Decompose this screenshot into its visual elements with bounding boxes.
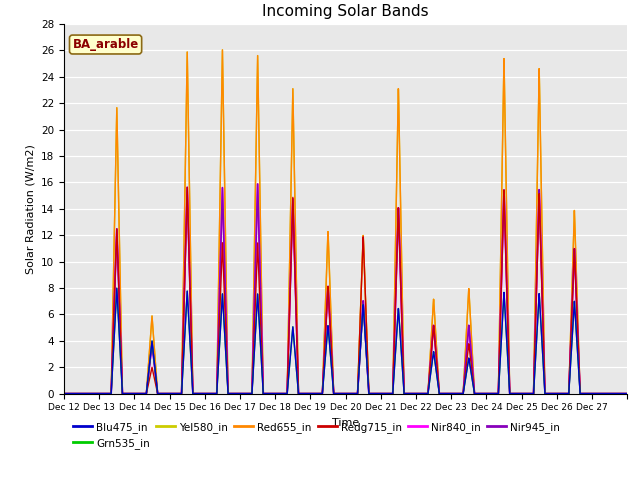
- Blu475_in: [113, 285, 121, 291]
- Nir945_in: [177, 391, 184, 396]
- Blu475_in: [623, 391, 631, 396]
- Redg715_in: [60, 391, 68, 396]
- Redg715_in: [184, 184, 191, 190]
- Grn535_in: [623, 391, 631, 396]
- Line: Redg715_in: Redg715_in: [64, 187, 627, 394]
- Yel580_in: [528, 391, 536, 396]
- Yel580_in: [177, 391, 184, 396]
- Redg715_in: [528, 391, 536, 396]
- X-axis label: Time: Time: [332, 418, 359, 428]
- Line: Blu475_in: Blu475_in: [64, 288, 627, 394]
- Nir840_in: [397, 283, 404, 289]
- Nir840_in: [60, 391, 68, 396]
- Line: Yel580_in: Yel580_in: [64, 50, 627, 394]
- Grn535_in: [367, 391, 374, 396]
- Nir840_in: [177, 391, 184, 396]
- Title: Incoming Solar Bands: Incoming Solar Bands: [262, 4, 429, 19]
- Red655_in: [543, 391, 550, 396]
- Blu475_in: [60, 391, 68, 396]
- Blu475_in: [528, 391, 536, 396]
- Nir945_in: [60, 391, 68, 396]
- Blu475_in: [367, 391, 374, 396]
- Nir840_in: [500, 194, 508, 200]
- Grn535_in: [397, 341, 404, 347]
- Red655_in: [367, 391, 374, 396]
- Nir945_in: [543, 391, 550, 396]
- Red655_in: [219, 47, 227, 53]
- Line: Grn535_in: Grn535_in: [64, 288, 627, 394]
- Red655_in: [60, 391, 68, 396]
- Grn535_in: [543, 391, 550, 396]
- Nir945_in: [397, 283, 404, 289]
- Grn535_in: [60, 391, 68, 396]
- Y-axis label: Solar Radiation (W/m2): Solar Radiation (W/m2): [26, 144, 35, 274]
- Redg715_in: [543, 391, 550, 396]
- Blu475_in: [500, 293, 508, 299]
- Grn535_in: [177, 391, 185, 396]
- Red655_in: [177, 391, 184, 396]
- Line: Red655_in: Red655_in: [64, 50, 627, 394]
- Yel580_in: [60, 391, 68, 396]
- Grn535_in: [500, 293, 508, 299]
- Redg715_in: [177, 391, 184, 396]
- Legend: Blu475_in, Grn535_in, Yel580_in, Red655_in, Redg715_in, Nir840_in, Nir945_in: Blu475_in, Grn535_in, Yel580_in, Red655_…: [69, 418, 564, 453]
- Red655_in: [623, 391, 631, 396]
- Blu475_in: [397, 341, 404, 347]
- Yel580_in: [397, 214, 404, 220]
- Redg715_in: [397, 283, 404, 289]
- Nir840_in: [367, 391, 374, 396]
- Nir945_in: [254, 181, 262, 187]
- Blu475_in: [177, 391, 185, 396]
- Yel580_in: [623, 391, 631, 396]
- Blu475_in: [543, 391, 550, 396]
- Nir945_in: [500, 194, 508, 200]
- Nir945_in: [367, 391, 374, 396]
- Red655_in: [528, 391, 536, 396]
- Line: Nir945_in: Nir945_in: [64, 184, 627, 394]
- Redg715_in: [367, 391, 374, 396]
- Grn535_in: [528, 391, 536, 396]
- Grn535_in: [113, 285, 121, 291]
- Red655_in: [500, 67, 508, 73]
- Line: Nir840_in: Nir840_in: [64, 184, 627, 394]
- Redg715_in: [623, 391, 631, 396]
- Nir840_in: [543, 391, 550, 396]
- Yel580_in: [500, 67, 508, 73]
- Nir840_in: [623, 391, 631, 396]
- Nir945_in: [528, 391, 536, 396]
- Yel580_in: [543, 391, 550, 396]
- Nir840_in: [528, 391, 536, 396]
- Text: BA_arable: BA_arable: [72, 38, 139, 51]
- Yel580_in: [219, 47, 227, 53]
- Nir945_in: [623, 391, 631, 396]
- Yel580_in: [367, 391, 374, 396]
- Nir840_in: [254, 181, 262, 187]
- Red655_in: [397, 214, 404, 220]
- Redg715_in: [500, 194, 508, 200]
